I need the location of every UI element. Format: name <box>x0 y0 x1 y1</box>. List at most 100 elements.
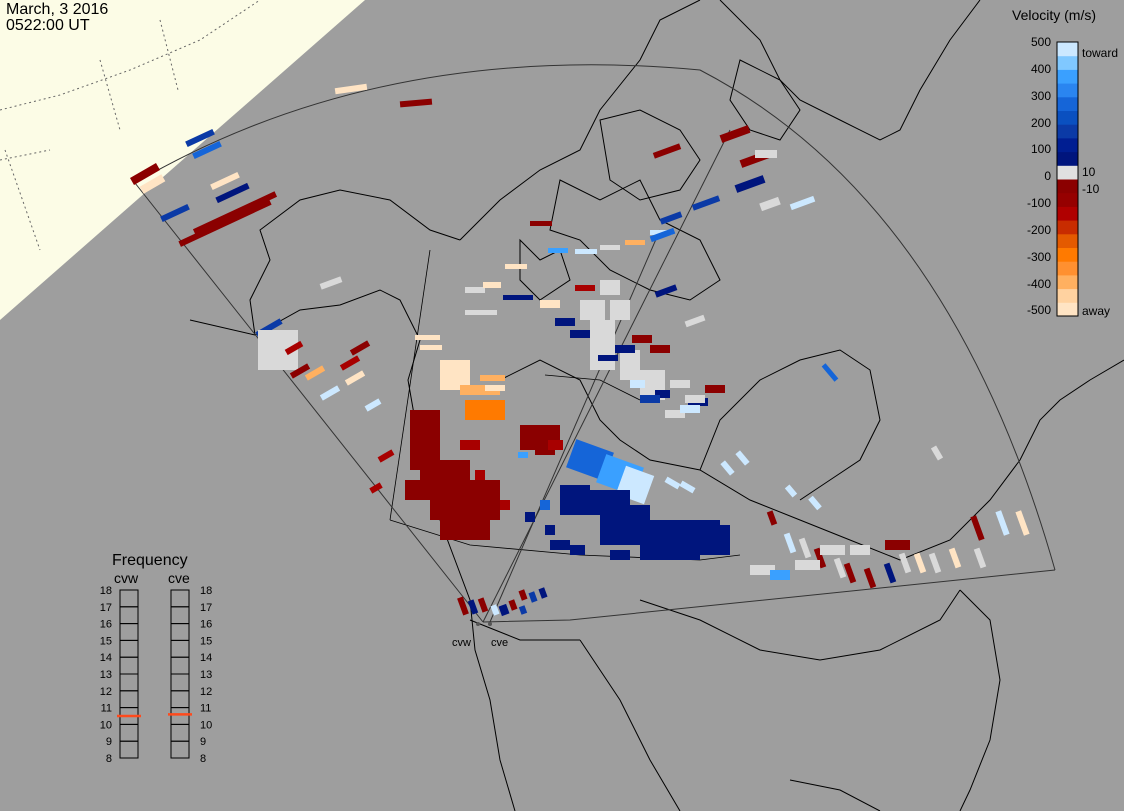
frequency-cell-cve <box>170 589 190 608</box>
velocity-cell <box>192 140 222 160</box>
velocity-cell <box>460 440 480 450</box>
velocity-cell <box>863 567 877 589</box>
velocity-cell <box>615 345 635 353</box>
colorbar-swatch <box>1057 233 1078 248</box>
velocity-cell <box>465 310 497 315</box>
velocity-cell <box>377 449 395 463</box>
velocity-cell <box>625 240 645 245</box>
velocity-cell <box>430 480 500 520</box>
colorbar-tick-300: 300 <box>1031 89 1051 103</box>
velocity-cell <box>490 604 500 616</box>
frequency-level-right: 16 <box>200 619 212 631</box>
velocity-cell <box>770 570 790 580</box>
velocity-cell <box>973 547 987 569</box>
velocity-cell <box>485 385 505 391</box>
velocity-cell <box>640 395 660 403</box>
velocity-cell <box>789 195 816 211</box>
velocity-cell <box>540 300 560 308</box>
velocity-cells <box>130 83 1030 617</box>
velocity-cell <box>885 540 910 550</box>
velocity-cell <box>284 340 304 356</box>
frequency-level-left: 12 <box>100 686 112 698</box>
velocity-cell <box>477 597 489 613</box>
colorbar-swatch <box>1057 274 1078 290</box>
velocity-cell <box>820 545 845 555</box>
velocity-cell <box>783 532 797 554</box>
frequency-level-right: 12 <box>200 686 212 698</box>
colorbar-swatch <box>1057 165 1078 180</box>
frequency-level-right: 9 <box>200 736 206 748</box>
velocity-cell <box>928 552 942 574</box>
velocity-cell <box>679 480 696 494</box>
velocity-cell <box>349 340 371 356</box>
velocity-cell <box>465 287 485 293</box>
velocity-cell <box>460 385 500 395</box>
velocity-cell <box>580 300 605 320</box>
velocity-cell <box>457 596 469 616</box>
colorbar-tick-200: 200 <box>1031 116 1051 130</box>
colorbar-tick-400: 400 <box>1031 62 1051 76</box>
colorbar-swatch <box>1057 110 1078 125</box>
velocity-cell <box>600 280 620 295</box>
colorbar-swatch <box>1057 69 1078 84</box>
colorbar-swatch <box>1057 288 1078 303</box>
velocity-cell <box>691 195 721 211</box>
frequency-cell-cve <box>170 673 190 692</box>
frequency-cell-cvw <box>119 606 139 625</box>
velocity-cell <box>590 320 615 370</box>
frequency-level-right: 8 <box>200 753 206 765</box>
velocity-cell <box>192 191 278 235</box>
frequency-cell-cvw <box>119 639 139 658</box>
velocity-cell <box>500 500 510 510</box>
frequency-level-right: 11 <box>200 703 211 715</box>
velocity-cell <box>843 562 857 584</box>
velocity-cell <box>405 480 435 500</box>
velocity-cell <box>483 282 501 288</box>
velocity-cell <box>664 476 681 490</box>
colorbar-swatch <box>1057 83 1078 98</box>
velocity-cell <box>575 249 597 254</box>
velocity-cell <box>850 545 870 555</box>
velocity-cell <box>734 175 766 193</box>
velocity-cell <box>210 171 240 191</box>
velocity-cell <box>759 196 781 212</box>
velocity-cell <box>670 380 690 388</box>
velocity-cell <box>570 330 590 338</box>
frequency-level-left: 13 <box>100 669 112 681</box>
velocity-cell <box>319 385 341 401</box>
velocity-cell <box>570 545 585 555</box>
velocity-cell <box>649 227 676 243</box>
velocity-cell <box>620 350 640 380</box>
velocity-cell <box>1015 510 1030 536</box>
velocity-cell <box>518 452 528 458</box>
frequency-level-left: 18 <box>100 585 112 597</box>
velocity-cell <box>467 599 479 615</box>
velocity-cell <box>530 221 552 226</box>
velocity-cell <box>600 245 620 250</box>
frequency-level-left: 9 <box>106 736 112 748</box>
frequency-level-left: 11 <box>101 703 112 715</box>
velocity-cell <box>948 547 962 569</box>
frequency-grid: 18 18 17 17 16 16 15 15 14 14 13 13 12 12 11 11 10 10 9 9 8 8 <box>100 585 213 765</box>
frequency-cell-cvw <box>119 589 139 608</box>
colorbar-away-label: away <box>1082 304 1110 318</box>
velocity-cell <box>654 284 678 298</box>
velocity-cell <box>750 565 775 575</box>
velocity-cell <box>364 398 382 412</box>
velocity-cell <box>659 211 683 225</box>
frequency-level-left: 10 <box>100 719 112 731</box>
fov-outline <box>134 64 1056 623</box>
frequency-level-right: 17 <box>200 602 212 614</box>
colorbar-swatch <box>1057 151 1078 166</box>
frequency-cell-cvw <box>119 623 139 641</box>
velocity-cell <box>535 445 555 455</box>
velocity-cell <box>700 525 730 555</box>
velocity-cell <box>420 345 442 350</box>
velocity-cell <box>560 485 590 515</box>
velocity-cell <box>784 484 798 498</box>
frequency-cell-cvw <box>119 673 139 692</box>
velocity-cell <box>795 560 820 570</box>
frequency-title: Frequency <box>112 552 188 569</box>
velocity-cell <box>503 295 533 300</box>
